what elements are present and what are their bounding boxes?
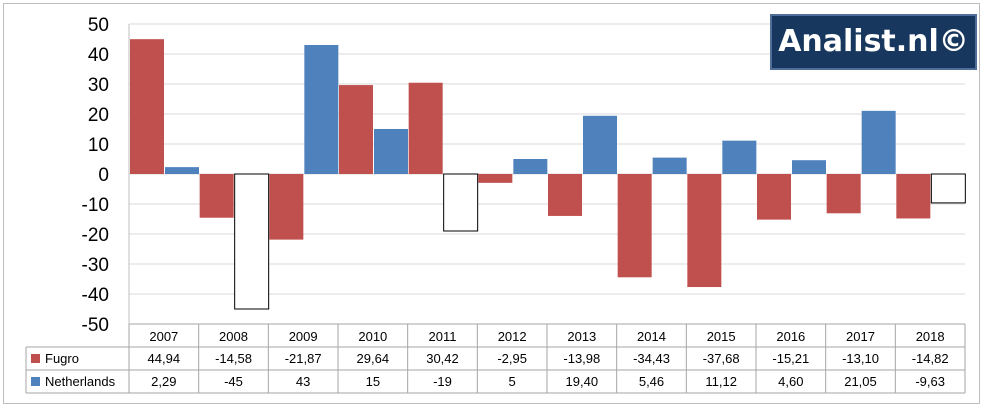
data-label: -14,82 [912, 351, 949, 366]
legend-label-netherlands: Netherlands [45, 374, 116, 389]
category-label: 2014 [637, 329, 666, 344]
bar-fugro-2018 [896, 174, 931, 219]
data-label: -15,21 [772, 351, 809, 366]
y-tick-label: 30 [88, 75, 109, 96]
data-label: -13,98 [563, 351, 600, 366]
bar-fugro-2016 [757, 174, 791, 220]
bar-netherlands-2014 [652, 157, 687, 174]
bar-fugro-2015 [687, 174, 722, 288]
y-tick-label: 50 [88, 15, 109, 36]
bar-fugro-2008 [199, 174, 234, 218]
y-axis: 50 40 30 20 10 0 -10 -20 -30 -40 -50 [82, 15, 109, 336]
data-label: 11,12 [705, 374, 737, 389]
bar-fugro-2012 [478, 174, 513, 183]
category-label: 2018 [916, 329, 945, 344]
bar-netherlands-2009 [304, 45, 339, 174]
category-label: 2013 [567, 329, 596, 344]
bar-netherlands-2016 [792, 160, 826, 174]
bar-fugro-2011 [408, 82, 443, 174]
data-label: 30,42 [426, 351, 459, 366]
y-tick-label: -10 [82, 195, 109, 216]
data-label: 15 [366, 374, 380, 389]
category-label: 2012 [498, 329, 527, 344]
y-tick-label: -20 [82, 225, 109, 246]
data-label: 29,64 [357, 351, 390, 366]
bar-netherlands-2015 [722, 140, 757, 174]
bar-netherlands-2018 [930, 173, 966, 204]
bar-netherlands-2011 [443, 173, 479, 232]
data-label: 5,46 [639, 374, 664, 389]
data-label: -21,87 [285, 351, 322, 366]
data-table: 2007 2008 2009 2010 2011 2012 2013 2014 2015 2016… [25, 323, 966, 394]
bar-netherlands-2008 [234, 173, 270, 310]
data-label: 19,40 [566, 374, 599, 389]
bar-netherlands-2017 [861, 110, 896, 174]
y-tick-label: -40 [82, 285, 109, 306]
bar-fugro-2009 [269, 174, 304, 240]
data-label: 2,29 [151, 374, 176, 389]
bar-fugro-2013 [548, 174, 582, 216]
data-label: 21,05 [844, 374, 877, 389]
chart-frame: 50 40 30 20 10 0 -10 -20 -30 -40 -50 2007 2008 2009 2… [3, 3, 980, 404]
category-label: 2009 [289, 329, 318, 344]
y-tick-label: -50 [82, 315, 109, 336]
y-tick-label: 40 [88, 45, 109, 66]
y-tick-label: 0 [98, 165, 109, 186]
bar-netherlands-2010 [374, 129, 408, 174]
category-label: 2016 [776, 329, 805, 344]
y-tick-label: 20 [88, 105, 109, 126]
category-label: 2007 [149, 329, 178, 344]
y-tick-label: -30 [82, 255, 109, 276]
category-label: 2011 [429, 329, 457, 344]
data-label: -19 [433, 374, 452, 389]
data-label: 43 [296, 374, 310, 389]
data-label: -37,68 [703, 351, 740, 366]
legend-label-fugro: Fugro [45, 351, 79, 366]
data-label: 44,94 [148, 351, 181, 366]
bar-fugro-2017 [826, 174, 861, 214]
category-label: 2017 [846, 329, 875, 344]
data-label: -13,10 [842, 351, 879, 366]
data-label: 5 [509, 374, 516, 389]
bar-fugro-2007 [130, 39, 164, 175]
data-label: -34,43 [633, 351, 670, 366]
data-label: -9,63 [915, 374, 945, 389]
bar-netherlands-2013 [583, 115, 617, 174]
legend-key-netherlands [31, 377, 40, 386]
data-label: -45 [224, 374, 243, 389]
category-label: 2010 [358, 329, 387, 344]
bar-fugro-2010 [339, 85, 373, 174]
category-label: 2015 [707, 329, 736, 344]
bars [130, 39, 966, 310]
bar-netherlands-2007 [165, 167, 199, 174]
bar-netherlands-2012 [513, 159, 548, 174]
data-label: 4,60 [778, 374, 803, 389]
data-label: -14,58 [215, 351, 252, 366]
brand-logo: Analist.nl© [770, 14, 977, 70]
bar-fugro-2014 [617, 174, 652, 278]
data-label: -2,95 [497, 351, 527, 366]
category-label: 2008 [219, 329, 248, 344]
y-tick-label: 10 [88, 135, 109, 156]
legend-key-fugro [31, 354, 40, 363]
